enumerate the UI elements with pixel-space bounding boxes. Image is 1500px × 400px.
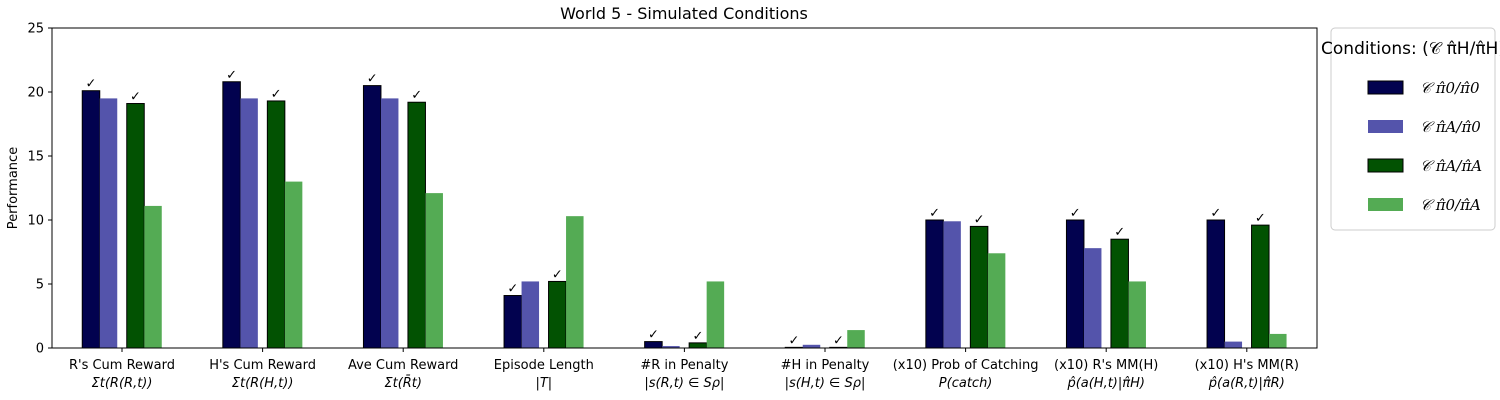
- x-tick-sublabel-0: Σt(R(R,t)): [92, 376, 153, 391]
- bar-s3-c6: [987, 253, 1006, 348]
- bars-layer: ✓ ✓ ✓ ✓ ✓ ✓ ✓ ✓ ✓ ✓ ✓ ✓ ✓ ✓ ✓ ✓ ✓ ✓: [81, 68, 1287, 349]
- y-tick-label-4: 20: [27, 86, 44, 101]
- check-mark-s2-c7: ✓: [1114, 225, 1125, 240]
- legend-swatch-1: [1368, 120, 1403, 133]
- x-tick-sublabel-1: Σt(R(H,t)): [232, 376, 294, 391]
- x-tick-sublabel-5: |s(H,t) ∈ Sρ|: [785, 376, 866, 391]
- bar-s3-c2: [425, 193, 443, 348]
- legend-entry-3: 𝒞 π̂0/π̂A: [1420, 196, 1481, 214]
- check-mark-s0-c3: ✓: [507, 282, 518, 297]
- y-tick-label-0: 0: [36, 342, 44, 357]
- bar-s0-c8: [1206, 219, 1226, 349]
- check-mark-s2-c6: ✓: [974, 212, 985, 227]
- x-tick-label-2: Ave Cum Reward: [348, 358, 458, 373]
- x-tick-sublabel-4: |s(R,t) ∈ Sρ|: [644, 376, 724, 391]
- legend-title: Conditions: (𝒞 π̂H/π̂H): [1321, 39, 1500, 59]
- legend-swatch-3: [1368, 198, 1403, 211]
- bar-s3-c4: [706, 281, 725, 348]
- axes-layer: 0 5 10 15 20 25 R's Cum Reward Σt(R(R,t)) H's Cu…: [27, 22, 1318, 391]
- bar-s1-c1: [240, 98, 258, 349]
- chart-title: World 5 - Simulated Conditions: [560, 4, 808, 23]
- check-mark-s2-c4: ✓: [692, 329, 703, 344]
- bar-s3-c3: [566, 216, 584, 348]
- legend-swatch-2: [1367, 158, 1404, 173]
- bar-s3-c0: [144, 205, 162, 348]
- bar-s0-c7: [1065, 219, 1085, 349]
- legend-swatch-0: [1367, 80, 1404, 95]
- check-mark-s0-c8: ✓: [1210, 206, 1221, 221]
- bar-s1-c4: [662, 346, 680, 348]
- bar-s2-c6: [969, 225, 989, 349]
- bar-s0-c0: [81, 90, 101, 349]
- x-tick-label-5: #H in Penalty: [781, 358, 870, 373]
- check-mark-s0-c1: ✓: [226, 68, 237, 83]
- legend-entry-1: 𝒞 π̂A/π̂0: [1420, 118, 1481, 136]
- bar-s2-c8: [1251, 224, 1270, 349]
- x-tick-sublabel-3: |T|: [535, 376, 552, 391]
- check-mark-s0-c2: ✓: [367, 72, 378, 87]
- bar-s3-c7: [1128, 281, 1146, 348]
- legend: Conditions: (𝒞 π̂H/π̂H) 𝒞 π̂0/π̂0 𝒞 π̂A/π̂…: [1321, 27, 1500, 231]
- bar-s0-c6: [925, 219, 944, 349]
- legend-box: [1330, 27, 1496, 231]
- check-mark-s2-c3: ✓: [552, 267, 563, 282]
- check-mark-s2-c0: ✓: [130, 90, 141, 105]
- bar-s1-c7: [1083, 248, 1102, 348]
- bar-s1-c8: [1224, 341, 1243, 348]
- bar-s3-c5: [847, 330, 865, 348]
- check-mark-s0-c5: ✓: [789, 333, 800, 348]
- bar-s1-c0: [99, 98, 118, 349]
- bar-s0-c1: [222, 81, 241, 349]
- bar-s1-c2: [380, 98, 399, 349]
- check-mark-s0-c6: ✓: [929, 206, 940, 221]
- check-mark-s2-c5: ✓: [833, 333, 844, 348]
- bar-s1-c5: [802, 344, 821, 348]
- x-tick-label-8: (x10) H's MM(R): [1195, 358, 1299, 373]
- y-tick-label-3: 15: [27, 150, 44, 165]
- x-tick-label-4: #R in Penalty: [640, 358, 728, 373]
- legend-entry-2: 𝒞 π̂A/π̂A: [1420, 157, 1482, 175]
- x-tick-label-1: H's Cum Reward: [209, 358, 316, 373]
- bar-s2-c2: [407, 101, 426, 349]
- bar-s1-c3: [521, 281, 540, 348]
- bar-s3-c1: [284, 181, 303, 348]
- check-mark-s0-c7: ✓: [1070, 206, 1081, 221]
- bar-s1-c6: [943, 221, 961, 348]
- bar-s0-c2: [362, 85, 382, 349]
- x-tick-label-3: Episode Length: [494, 358, 594, 373]
- y-tick-label-5: 25: [27, 22, 44, 37]
- check-mark-s0-c4: ✓: [648, 328, 659, 343]
- bar-s2-c7: [1110, 238, 1129, 349]
- y-axis-label: Performance: [6, 147, 21, 229]
- y-tick-label-2: 10: [27, 214, 44, 229]
- x-tick-sublabel-7: p̂(a(H,t)|π̂H): [1066, 376, 1145, 391]
- legend-entry-0: 𝒞 π̂0/π̂0: [1420, 79, 1480, 97]
- bar-s2-c0: [126, 103, 145, 349]
- bar-s3-c8: [1269, 333, 1287, 348]
- x-tick-label-0: R's Cum Reward: [69, 358, 175, 373]
- check-mark-s0-c0: ✓: [86, 77, 97, 92]
- x-tick-sublabel-2: Σt(R̄t): [384, 376, 422, 391]
- check-mark-s2-c1: ✓: [271, 87, 282, 102]
- bar-s2-c1: [266, 100, 286, 349]
- x-tick-label-7: (x10) R's MM(H): [1054, 358, 1158, 373]
- x-tick-label-6: (x10) Prob of Catching: [893, 358, 1039, 373]
- y-tick-label-1: 5: [36, 278, 44, 293]
- bar-s0-c3: [503, 295, 523, 349]
- check-mark-s2-c8: ✓: [1255, 211, 1266, 226]
- x-tick-sublabel-6: P(catch): [939, 376, 993, 391]
- check-mark-s2-c2: ✓: [411, 88, 422, 103]
- x-tick-sublabel-8: p̂(a(R,t)|π̂R): [1208, 376, 1285, 391]
- bar-s2-c3: [548, 280, 567, 349]
